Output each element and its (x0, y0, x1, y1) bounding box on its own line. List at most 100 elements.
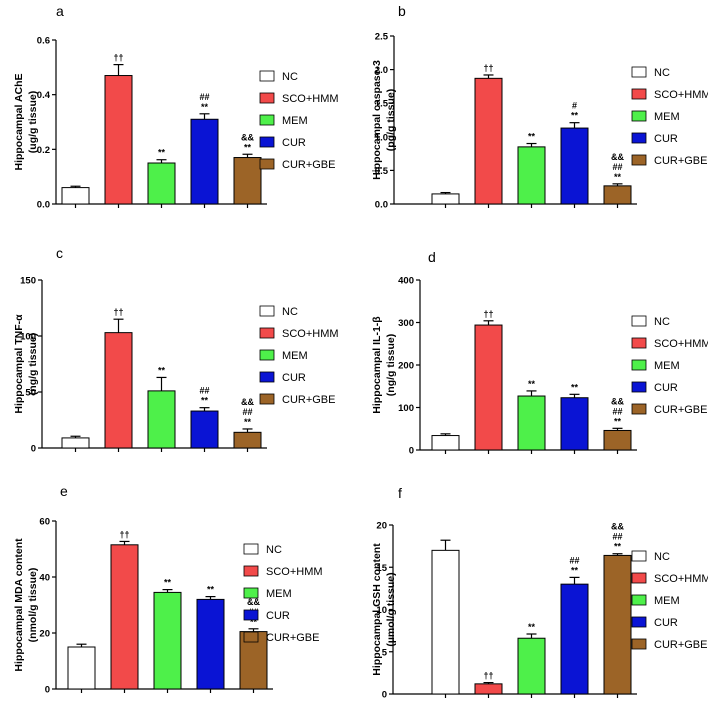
legend-swatch (259, 70, 275, 82)
significance-mark: ## (612, 406, 622, 416)
y-tick-label: 50 (25, 388, 36, 399)
bar-nc (431, 549, 460, 695)
significance-mark: ** (158, 148, 166, 158)
y-tick-label: 0.0 (37, 200, 50, 211)
bar-mem (517, 637, 546, 695)
legend-label: CUR+GBE (266, 632, 320, 644)
chart-panel-e: e 0 20 40 60 Hippocampal MDA content (nmol/g t… (13, 483, 323, 696)
significance-mark: †† (119, 529, 129, 539)
legend-swatch (259, 393, 275, 405)
legend-swatch (259, 371, 275, 383)
significance-mark: ## (199, 386, 209, 396)
y-tick-label: 40 (39, 573, 50, 584)
chart-panel-d: d 0 100 200 300 400 Hippocampal IL-1-β (ng/g ti… (371, 249, 708, 457)
legend-label: CUR (654, 617, 678, 629)
y-axis-title-line: Hippocampal caspase-3 (371, 60, 383, 180)
bar-cur (190, 410, 219, 449)
chart-panel-c: c 0 50 100 150 Hippocampal TNF-α (ng/g tissue)… (13, 245, 339, 455)
legend-label: CUR (282, 372, 306, 384)
bar-nc (431, 435, 460, 451)
legend-swatch (243, 609, 259, 621)
legend-swatch (259, 92, 275, 104)
bar-sco-hmm (474, 77, 503, 205)
legend-label: SCO+HMM (266, 566, 323, 578)
legend-swatch (243, 565, 259, 577)
legend-swatch (259, 327, 275, 339)
legend-swatch (243, 587, 259, 599)
panel-letter: c (56, 245, 63, 261)
significance-mark: ** (158, 365, 166, 375)
legend-label: NC (282, 71, 298, 83)
bar-cur (190, 118, 219, 205)
y-tick-label: 20 (39, 629, 50, 640)
y-axis-title-line: Hippocampal TNF-α (13, 314, 25, 414)
y-axis-title-line: (ng/g tissue) (385, 334, 397, 396)
y-tick-label: 0 (409, 446, 414, 457)
significance-mark: ** (571, 565, 579, 575)
significance-mark: †† (483, 671, 493, 681)
significance-mark: †† (113, 53, 123, 63)
legend-label: SCO+HMM (654, 89, 708, 101)
legend-label: NC (282, 306, 298, 318)
legend-label: NC (654, 316, 670, 328)
legend-swatch (631, 403, 647, 415)
bar-cur-gbe (233, 431, 262, 449)
y-tick-label: 60 (39, 517, 50, 528)
y-axis-title-line: Hippocampal AChE (13, 73, 25, 170)
bar-cur-gbe (603, 185, 632, 205)
y-tick-label: 10 (376, 605, 387, 616)
legend-label: CUR (266, 610, 290, 622)
legend-label: MEM (282, 115, 308, 127)
y-axis-title-line: (ng/g tissue) (27, 333, 39, 395)
y-tick-label: 1.5 (375, 99, 389, 110)
chart-panel-b: b 0.0 0.5 1.0 1.5 2.0 2.5 Hippocampal caspase-3… (371, 3, 708, 211)
legend-label: CUR (654, 382, 678, 394)
y-axis-title-line: Hippocampal GSH content (371, 543, 383, 676)
legend-swatch (259, 136, 275, 148)
legend-label: CUR+GBE (654, 155, 708, 167)
y-tick-label: 400 (398, 276, 414, 287)
bar-sco-hmm (104, 332, 133, 449)
legend-swatch (631, 616, 647, 628)
legend-label: CUR+GBE (654, 639, 708, 651)
y-tick-label: 20 (376, 521, 387, 532)
y-tick-label: 0.2 (37, 145, 50, 156)
legend-label: SCO+HMM (282, 328, 339, 340)
legend-swatch (243, 631, 259, 643)
bar-cur (196, 598, 225, 690)
bar-nc (61, 187, 90, 205)
legend-label: SCO+HMM (654, 338, 708, 350)
y-axis-title-line: (µmol/g tissue) (385, 572, 397, 646)
significance-mark: && (611, 396, 624, 406)
y-axis-title-line: (ug/g tissue) (27, 91, 39, 153)
legend-swatch (259, 158, 275, 170)
legend-swatch (631, 337, 647, 349)
bar-mem (517, 395, 546, 451)
y-tick-label: 0.0 (375, 200, 388, 211)
bar-cur (560, 127, 589, 205)
legend-swatch (259, 349, 275, 361)
legend-label: NC (266, 544, 282, 556)
y-axis-title-line: Hippocampal MDA content (13, 538, 25, 672)
bar-sco-hmm (104, 75, 133, 205)
significance-mark: ** (571, 382, 579, 392)
panel-letter: e (60, 483, 68, 499)
legend-label: NC (654, 551, 670, 563)
bar-sco-hmm (110, 544, 139, 690)
bar-mem (147, 162, 176, 205)
significance-mark: ** (201, 102, 209, 112)
significance-mark: && (241, 397, 254, 407)
y-tick-label: 0.5 (375, 166, 389, 177)
significance-mark: ## (612, 532, 622, 542)
y-axis-title-line: (nmol/g tissue) (27, 568, 39, 643)
significance-mark: ** (614, 416, 622, 426)
significance-mark: ** (201, 396, 209, 406)
bar-cur (560, 583, 589, 695)
legend-swatch (631, 550, 647, 562)
y-tick-label: 200 (398, 361, 414, 372)
significance-mark: ** (614, 172, 622, 182)
bar-mem (517, 146, 546, 205)
y-tick-label: 0.4 (37, 90, 51, 101)
y-tick-label: 15 (376, 563, 387, 574)
